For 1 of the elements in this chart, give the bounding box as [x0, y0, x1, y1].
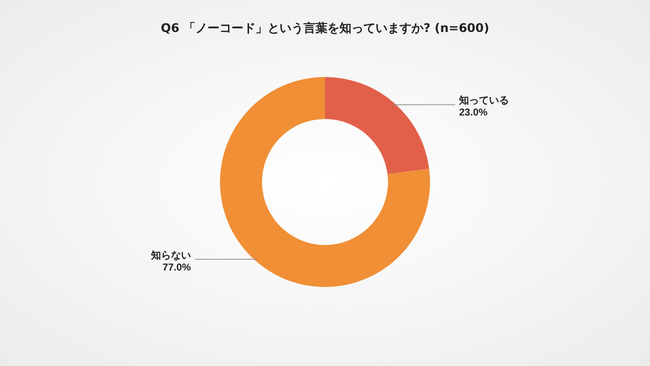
- chart-title: Q6 「ノーコード」という言葉を知っていますか? (n=600): [160, 21, 490, 35]
